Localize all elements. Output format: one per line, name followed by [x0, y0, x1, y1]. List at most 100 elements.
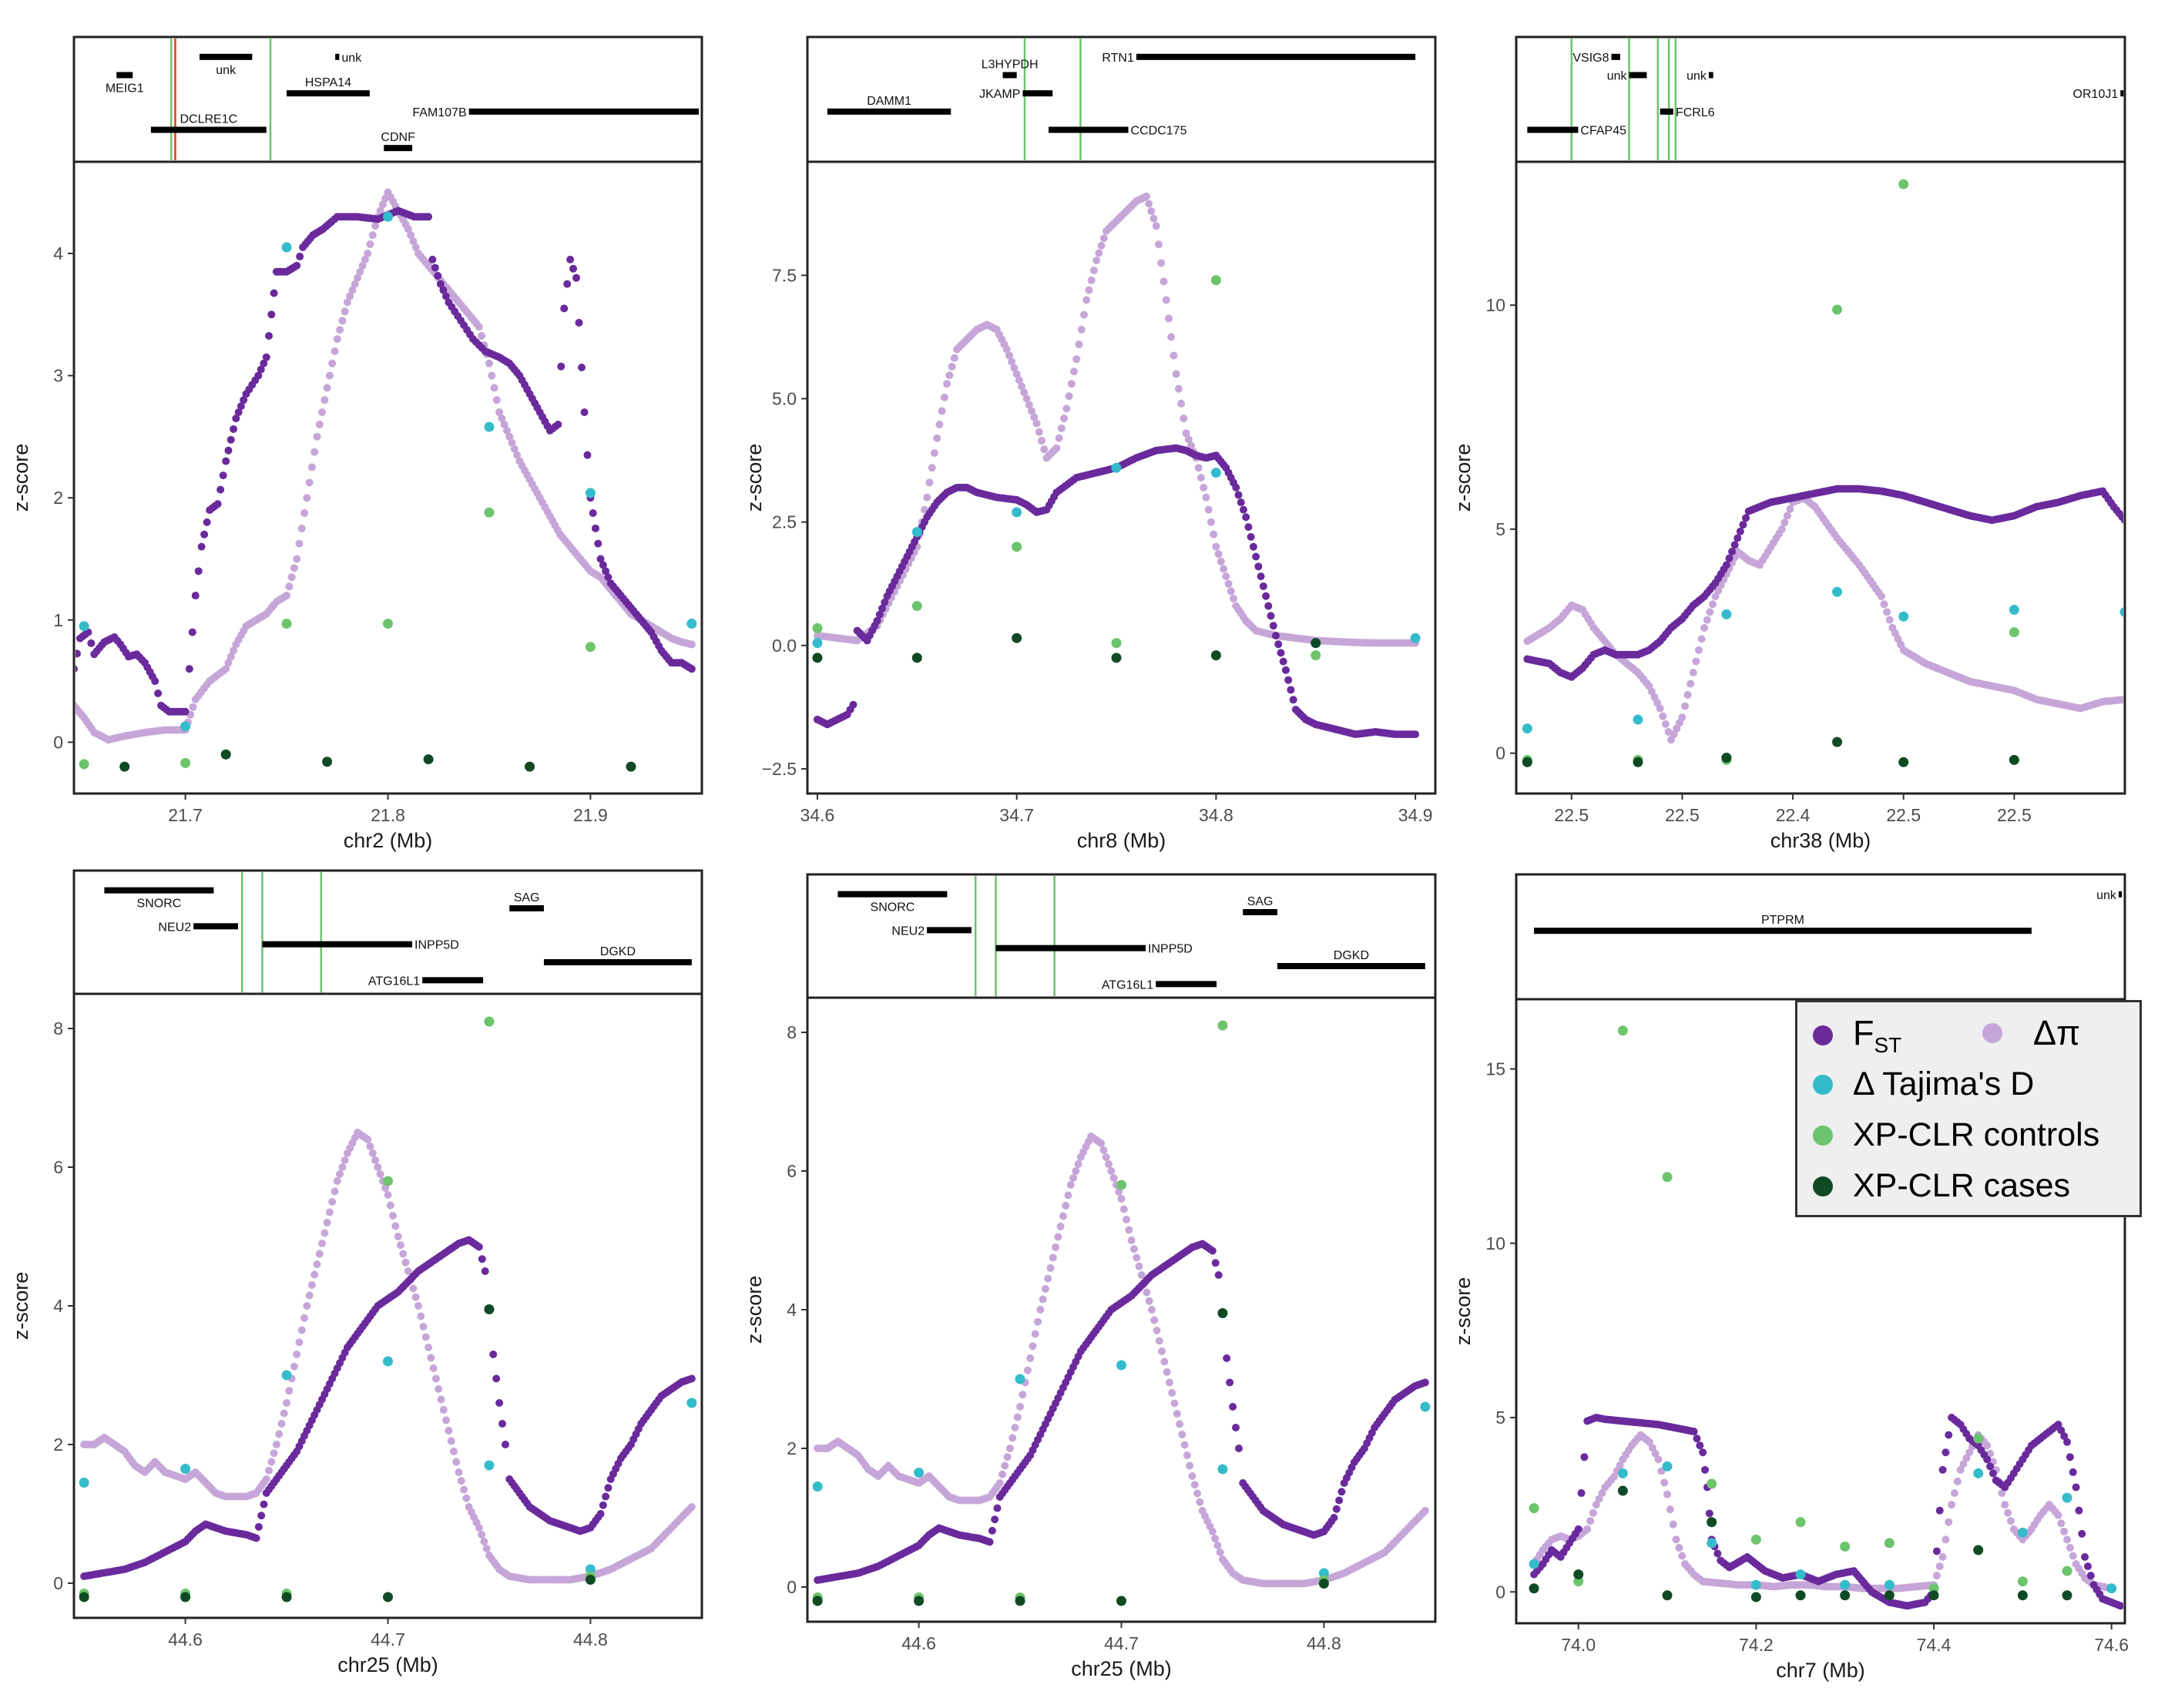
fst-point [599, 1501, 607, 1509]
delta-pi-point [1224, 579, 1233, 588]
delta-pi-point [1986, 1449, 1995, 1458]
panel-5: SNORC SAG NEU2 INPP5D DGKD ATG16L1 0 2 4 6 8 44.6 44… [743, 873, 1437, 1680]
x-axis-title: chr8 (Mb) [1077, 829, 1166, 852]
delta-pi-point [295, 1338, 304, 1347]
xpclr-cases-point [383, 1592, 393, 1602]
xpclr-cases-point [1015, 1596, 1025, 1606]
delta-pi-point [376, 1170, 384, 1178]
delta-pi-point [1107, 1167, 1116, 1175]
delta-pi-point [1155, 1337, 1163, 1345]
delta-pi-point [505, 432, 514, 441]
delta-pi-point [313, 432, 321, 441]
tajima-d-point [1750, 1579, 1761, 1590]
fst-point [1234, 491, 1243, 499]
delta-pi-point [1648, 1444, 1656, 1452]
gene-label: OR10J1 [2073, 88, 2119, 101]
delta-pi-point [449, 1448, 458, 1455]
delta-pi-point [933, 434, 941, 442]
fst-point [227, 435, 235, 444]
delta-pi-point [371, 222, 380, 230]
delta-pi-point [928, 464, 936, 472]
xpclr-cases-point [2009, 754, 2019, 765]
delta-pi-point [1079, 310, 1088, 319]
y-tick-label: 5.0 [772, 389, 797, 409]
delta-pi-point [2069, 1552, 2077, 1560]
delta-pi-point [1956, 1465, 1965, 1474]
delta-pi-point [1040, 445, 1049, 454]
y-tick-label: 6 [53, 1157, 63, 1177]
delta-pi-point [1044, 1274, 1052, 1283]
fst-point [687, 665, 696, 673]
delta-pi-point [1082, 296, 1091, 304]
delta-pi-point [1070, 367, 1079, 376]
delta-pi-point [1659, 712, 1667, 720]
fst-point [492, 1374, 501, 1383]
tajima-d-point [383, 211, 393, 222]
xpclr-cases-point [1662, 1590, 1673, 1601]
gene-label: CCDC175 [1131, 125, 1187, 138]
tajima-d-point [911, 526, 922, 537]
delta-pi-point [1075, 341, 1083, 349]
delta-pi-point [429, 1364, 438, 1372]
fst-point [591, 524, 599, 532]
delta-pi-point [1046, 1264, 1055, 1272]
data-marks [76, 188, 697, 772]
delta-pi-point [1153, 1327, 1161, 1334]
delta-pi-point [1055, 434, 1063, 442]
delta-pi-point [1204, 505, 1213, 514]
fst-point [554, 421, 562, 429]
delta-pi-point [1052, 444, 1061, 452]
delta-pi-point [1651, 1449, 1660, 1458]
delta-pi-point [389, 1212, 398, 1220]
fst-point [1335, 1496, 1344, 1505]
delta-pi-point [998, 1470, 1007, 1478]
delta-pi-point [1656, 704, 1664, 713]
delta-pi-point [1115, 1188, 1123, 1196]
delta-pi-point [1025, 401, 1033, 409]
delta-pi-point [1060, 414, 1069, 423]
y-tick-label: 6 [787, 1161, 797, 1181]
x-axis-title: chr38 (Mb) [1770, 829, 1871, 852]
tajima-d-point [585, 488, 596, 498]
xpclr-controls-point [2017, 1576, 2028, 1587]
legend-swatch-xpclr-controls [1813, 1125, 1833, 1146]
delta-pi-point [930, 448, 938, 457]
delta-pi-point [1137, 1271, 1146, 1279]
delta-pi-point [394, 1233, 402, 1240]
gene-label: CFAP45 [1580, 125, 1626, 138]
x-tick-label: 34.9 [1398, 805, 1433, 825]
xpclr-cases-point [1973, 1545, 1984, 1555]
x-tick-label: 22.4 [1776, 805, 1811, 825]
xpclr-cases-point [1750, 1592, 1761, 1602]
fst-point [1701, 1465, 1710, 1474]
fst-point [1580, 1453, 1589, 1461]
xpclr-controls-point [1573, 1576, 1584, 1587]
fst-point [501, 1441, 509, 1448]
delta-pi-point [1020, 388, 1029, 397]
delta-pi-point [275, 1430, 284, 1438]
delta-pi-point [1663, 1490, 1672, 1498]
fst-point [1693, 1435, 1701, 1443]
fst-point [498, 1420, 507, 1428]
delta-pi-point [1062, 404, 1071, 413]
delta-pi-point [1072, 1167, 1080, 1175]
delta-pi-point [1227, 587, 1235, 596]
gene-label: L3HYPDH [982, 59, 1039, 72]
tajima-d-point [484, 421, 495, 432]
gene-bar [193, 923, 238, 930]
xpclr-cases-point [1522, 757, 1532, 767]
delta-pi-point [935, 421, 944, 429]
xpclr-cases-point [626, 761, 636, 772]
delta-pi-point [343, 298, 351, 307]
delta-pi-point [1164, 314, 1173, 323]
delta-pi-point [303, 494, 311, 502]
fst-point [1983, 1455, 1992, 1464]
data-marks [812, 1020, 1431, 1606]
gene-bar [1243, 909, 1277, 915]
x-tick-label: 44.8 [1307, 1633, 1341, 1653]
delta-pi-point [1015, 376, 1023, 384]
delta-pi-point [2057, 1519, 2066, 1528]
fst-point [76, 649, 81, 658]
xpclr-cases-point [1311, 638, 1321, 649]
delta-pi-point [452, 1458, 461, 1466]
